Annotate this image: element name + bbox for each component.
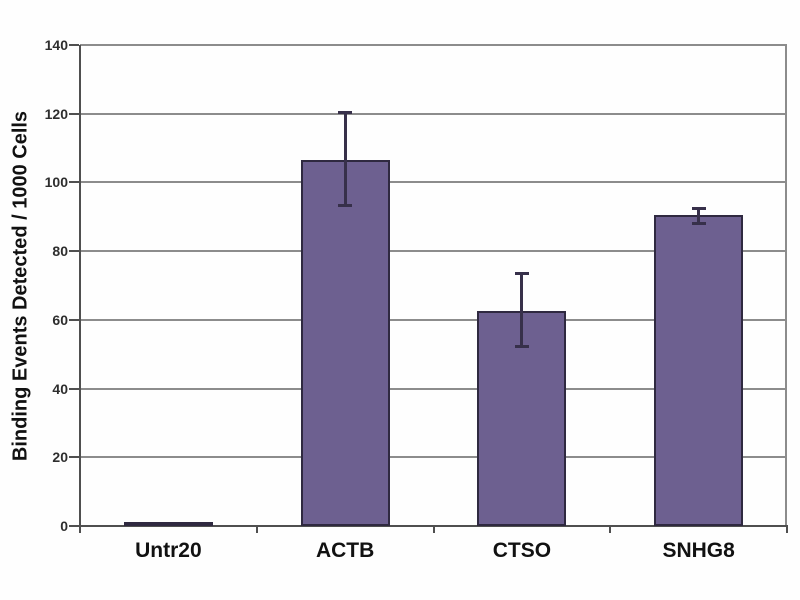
gridline [80,44,787,46]
error-bar-cap-bottom [691,221,706,225]
y-tick-label: 120 [44,105,68,122]
x-tick-mark [609,526,612,533]
y-tick-label: 20 [52,449,68,466]
gridline [80,112,787,115]
y-axis-line [79,45,81,527]
gridline [80,250,787,253]
y-tick-mark [69,250,79,253]
gridline [80,181,787,184]
y-tick-mark [69,387,79,390]
y-tick-mark [69,456,79,459]
x-category-label: ACTB [315,539,375,562]
y-tick-mark [69,318,79,321]
error-bar-line [343,111,347,207]
y-tick-mark [69,525,79,527]
y-axis-title: Binding Events Detected / 1000 Cells [9,110,32,462]
gridline [80,387,787,390]
error-bar-line [697,208,701,224]
bar-untr20 [123,521,213,526]
bar-ctso [477,310,567,526]
y-tick-mark [69,181,79,184]
y-tick-label: 100 [44,174,68,191]
gridline [80,456,787,459]
x-category-label: CTSO [492,539,552,562]
x-tick-mark [786,526,788,533]
bar-snhg8 [654,215,744,526]
error-bar-cap-bottom [338,204,353,208]
x-tick-mark [255,526,258,533]
y-tick-label: 40 [52,380,68,397]
x-category-label: SNHG8 [662,539,735,562]
plot-right-border [785,45,787,526]
gridline [80,318,787,321]
bar-actb [300,160,390,526]
error-bar-cap-top [338,110,353,114]
error-bar-line [520,273,524,348]
y-tick-label: 0 [60,518,68,534]
y-tick-mark [69,44,79,46]
y-tick-mark [69,112,79,115]
y-tick-label: 140 [44,37,68,53]
y-tick-label: 60 [52,311,68,328]
x-tick-mark [79,526,81,533]
x-tick-mark [432,526,435,533]
error-bar-cap-bottom [514,345,529,349]
error-bar-cap-top [514,272,529,276]
x-category-label: Untr20 [135,539,202,562]
y-tick-label: 80 [52,243,68,260]
error-bar-cap-top [691,207,706,211]
